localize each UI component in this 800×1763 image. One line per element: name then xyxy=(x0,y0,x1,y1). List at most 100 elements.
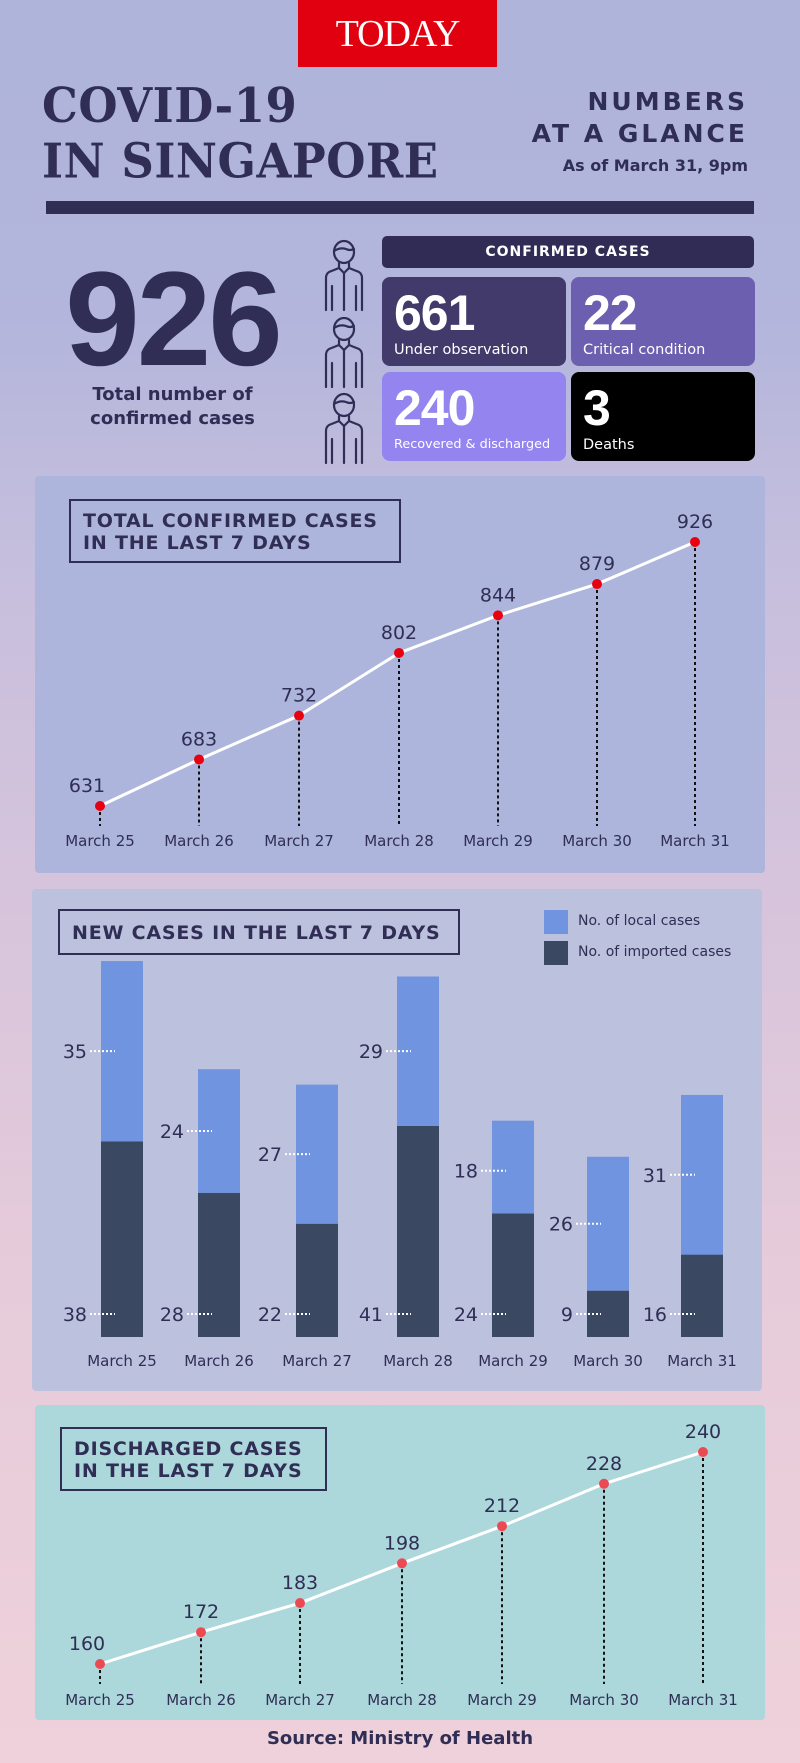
local-value-label: 31 xyxy=(643,1165,667,1187)
x-tick-label: March 29 xyxy=(478,1352,548,1370)
bar-local xyxy=(492,1120,534,1214)
x-tick-label: March 31 xyxy=(660,832,730,850)
total-label-line1: Total number of xyxy=(92,384,253,405)
local-value-label: 18 xyxy=(454,1161,478,1183)
data-label: 926 xyxy=(677,511,713,533)
recovered-value: 240 xyxy=(394,380,475,436)
data-label: 160 xyxy=(69,1633,105,1655)
recovered-box: 240 Recovered & discharged xyxy=(382,372,566,461)
data-label: 172 xyxy=(183,1601,219,1623)
data-point xyxy=(497,1521,507,1532)
under-observation-label: Under observation xyxy=(394,342,529,358)
deaths-box: 3 Deaths xyxy=(571,372,755,461)
imported-value-label: 28 xyxy=(160,1304,184,1326)
data-label: 212 xyxy=(484,1495,520,1517)
x-tick-label: March 26 xyxy=(166,1691,236,1709)
main-title: COVID-19 IN SINGAPORE xyxy=(42,78,439,189)
imported-value-label: 41 xyxy=(359,1304,383,1326)
critical-condition-label: Critical condition xyxy=(583,342,706,358)
imported-value-label: 22 xyxy=(258,1304,282,1326)
legend-local-label: No. of local cases xyxy=(578,913,701,929)
recovered-label: Recovered & discharged xyxy=(394,437,551,452)
data-label: 683 xyxy=(181,728,217,750)
data-label: 732 xyxy=(281,685,317,707)
x-tick-label: March 26 xyxy=(164,832,234,850)
data-label: 183 xyxy=(282,1572,318,1594)
x-tick-label: March 28 xyxy=(383,1352,453,1370)
chart-title-line1: DISCHARGED CASES xyxy=(74,1438,303,1460)
imported-value-label: 9 xyxy=(561,1304,573,1326)
imported-value-label: 24 xyxy=(454,1304,478,1326)
data-point xyxy=(394,647,404,658)
data-point xyxy=(690,537,700,547)
data-label: 198 xyxy=(384,1532,420,1554)
bar-imported xyxy=(397,1125,439,1337)
critical-condition-value: 22 xyxy=(583,285,638,341)
x-tick-label: March 31 xyxy=(668,1691,738,1709)
bar-imported xyxy=(296,1223,338,1337)
data-point xyxy=(196,1627,206,1638)
x-tick-label: March 29 xyxy=(467,1691,537,1709)
critical-condition-box: 22 Critical condition xyxy=(571,277,755,366)
imported-value-label: 16 xyxy=(643,1304,667,1326)
total-confirmed-label: Total number of confirmed cases xyxy=(50,383,295,431)
total-confirmed-number: 926 xyxy=(65,245,283,394)
data-point xyxy=(294,710,304,721)
x-tick-label: March 30 xyxy=(573,1352,643,1370)
local-value-label: 35 xyxy=(63,1041,87,1063)
x-tick-label: March 28 xyxy=(367,1691,437,1709)
source-note: Source: Ministry of Health xyxy=(266,1728,534,1749)
data-label: 802 xyxy=(381,622,417,644)
x-tick-label: March 26 xyxy=(184,1352,254,1370)
total-confirmed-chart-title: TOTAL CONFIRMED CASES IN THE LAST 7 DAYS xyxy=(69,499,401,563)
local-value-label: 26 xyxy=(549,1214,573,1236)
deaths-label: Deaths xyxy=(583,437,635,453)
x-tick-label: March 25 xyxy=(87,1352,157,1370)
deaths-value: 3 xyxy=(583,380,611,436)
today-logo: TODAY xyxy=(298,0,497,67)
imported-value-label: 38 xyxy=(63,1304,87,1326)
x-tick-label: March 30 xyxy=(562,832,632,850)
main-title-line2: IN SINGAPORE xyxy=(42,133,439,190)
data-point xyxy=(397,1558,407,1569)
chart-title-line2: IN THE LAST 7 DAYS xyxy=(83,532,312,554)
data-label: 240 xyxy=(685,1421,721,1443)
data-point xyxy=(592,579,602,590)
chart-title-line1: TOTAL CONFIRMED CASES xyxy=(83,510,378,532)
under-observation-value: 661 xyxy=(394,285,475,341)
total-label-line2: confirmed cases xyxy=(90,408,255,429)
data-point xyxy=(698,1447,708,1457)
data-point xyxy=(599,1478,609,1489)
under-observation-box: 661 Under observation xyxy=(382,277,566,366)
chart-title-line2: IN THE LAST 7 DAYS xyxy=(74,1460,303,1482)
glance-heading: NUMBERS AT A GLANCE xyxy=(532,86,748,150)
data-label: 844 xyxy=(480,584,516,606)
data-point xyxy=(194,754,204,765)
data-label: 631 xyxy=(69,775,105,797)
legend-imported-swatch xyxy=(544,941,568,965)
x-tick-label: March 25 xyxy=(65,832,135,850)
bar-imported xyxy=(681,1254,723,1337)
x-tick-label: March 30 xyxy=(569,1691,639,1709)
x-tick-label: March 27 xyxy=(264,832,334,850)
header-divider xyxy=(46,201,754,214)
data-label: 879 xyxy=(579,553,615,575)
x-tick-label: March 29 xyxy=(463,832,533,850)
confirmed-cases-header: CONFIRMED CASES xyxy=(382,236,754,268)
bar-imported xyxy=(101,1141,143,1337)
data-label: 228 xyxy=(586,1453,622,1475)
main-title-line1: COVID-19 xyxy=(42,78,298,134)
x-tick-label: March 25 xyxy=(65,1691,135,1709)
as-of-date: As of March 31, 9pm xyxy=(562,156,748,175)
person-icon xyxy=(324,392,364,465)
data-point xyxy=(95,1659,105,1669)
bar-imported xyxy=(198,1192,240,1337)
bar-imported xyxy=(492,1213,534,1337)
legend-imported-label: No. of imported cases xyxy=(578,944,732,960)
glance-line2: AT A GLANCE xyxy=(531,119,748,148)
local-value-label: 24 xyxy=(160,1121,184,1143)
local-value-label: 27 xyxy=(258,1144,282,1166)
